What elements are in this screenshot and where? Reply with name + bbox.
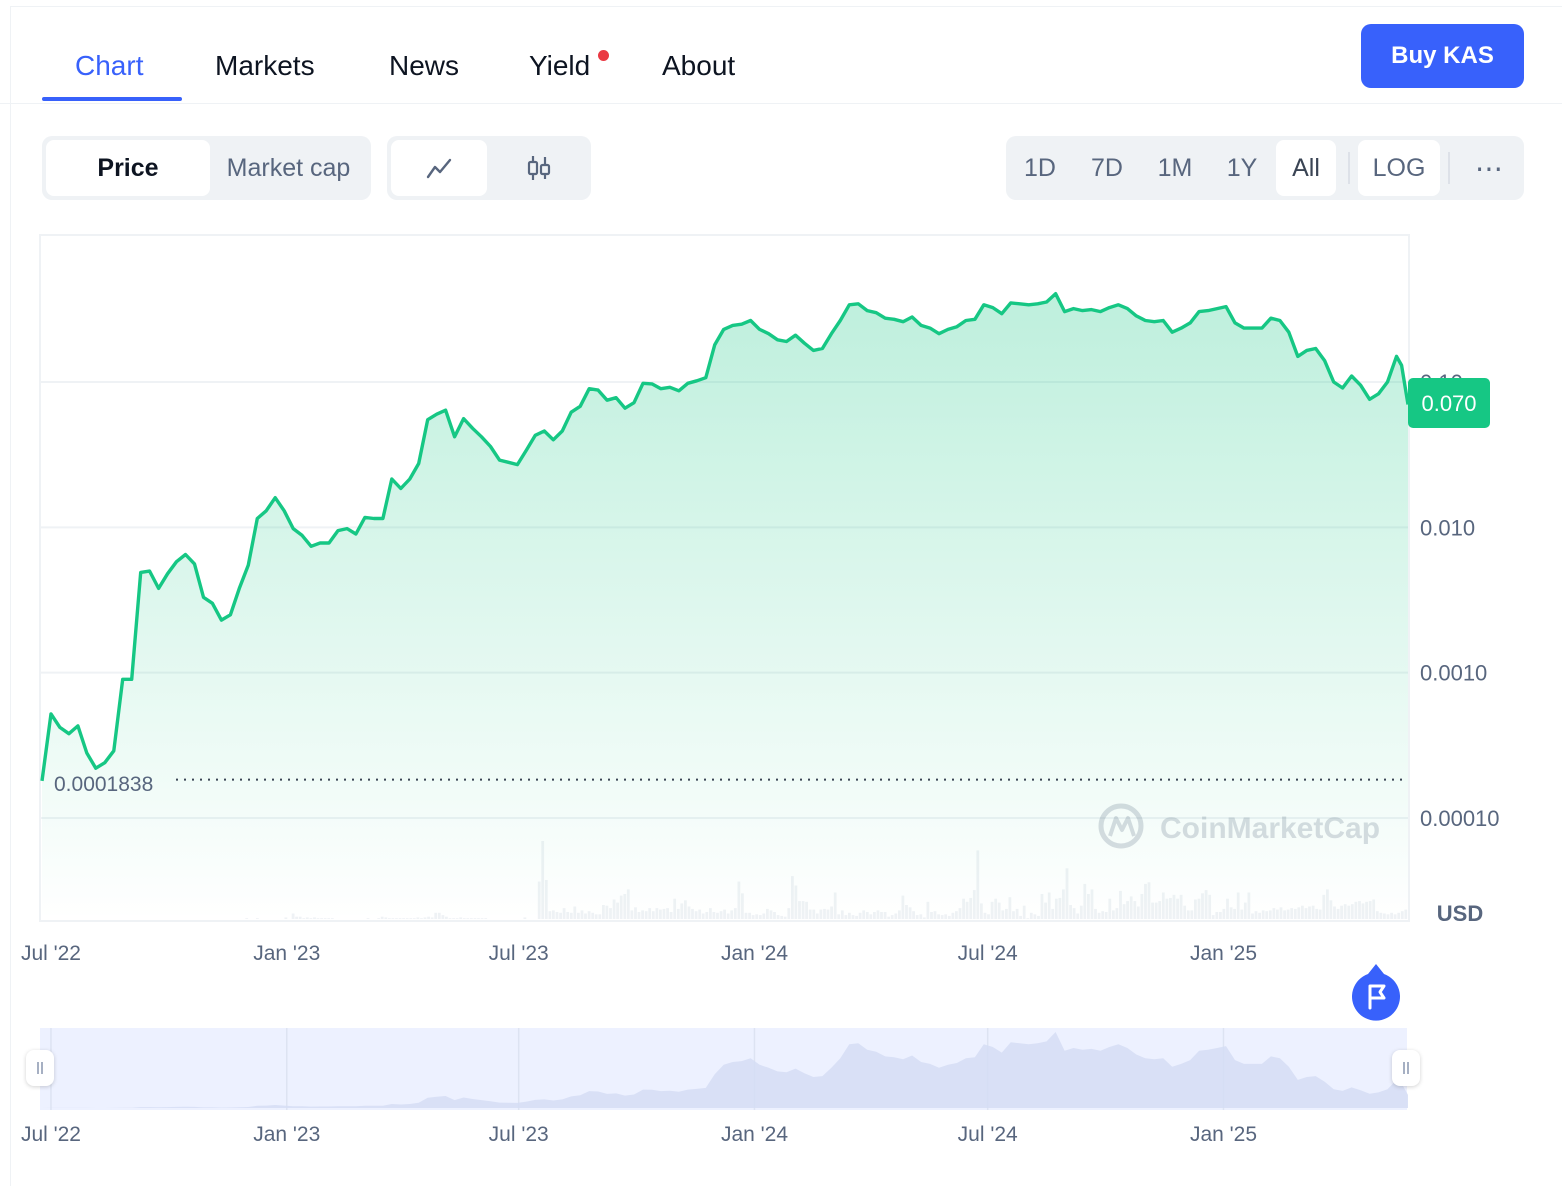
more-icon: ⋯	[1475, 152, 1503, 184]
buy-kas-button[interactable]: Buy KAS	[1361, 24, 1524, 88]
range-selector: 1D 7D 1M 1Y All LOG ⋯	[1006, 136, 1524, 200]
range-1y-button[interactable]: 1Y	[1226, 153, 1258, 182]
tab-about[interactable]: About	[662, 50, 736, 81]
chart-card	[10, 6, 1562, 1186]
tab-bar: Chart Markets News Yield About	[0, 0, 1562, 104]
market-cap-toggle-button[interactable]: Market cap	[226, 153, 351, 182]
range-all-button[interactable]: All	[1276, 140, 1336, 196]
range-7d-button[interactable]: 7D	[1091, 153, 1123, 182]
metric-toggle: Price Market cap	[42, 136, 371, 200]
navigator-right-handle[interactable]	[1392, 1050, 1420, 1086]
line-chart-icon	[426, 158, 452, 179]
navigator-left-handle[interactable]	[26, 1050, 54, 1086]
chart-style-toggle	[387, 136, 591, 200]
flag-icon	[1352, 964, 1400, 1021]
tab-markets[interactable]: Markets	[215, 50, 315, 81]
tab-yield[interactable]: Yield	[529, 50, 591, 81]
range-1d-button[interactable]: 1D	[1024, 153, 1056, 182]
tab-chart[interactable]: Chart	[75, 50, 144, 81]
grip-icon	[1403, 1062, 1409, 1074]
candlestick-chart-button[interactable]	[491, 140, 587, 196]
yield-badge-dot	[598, 50, 609, 61]
events-flag-button[interactable]	[1351, 962, 1401, 1022]
tab-news[interactable]: News	[389, 50, 460, 81]
range-divider	[1348, 152, 1350, 184]
candlestick-icon	[527, 156, 551, 180]
line-chart-button[interactable]	[391, 140, 487, 196]
log-scale-button[interactable]: LOG	[1358, 140, 1440, 196]
price-toggle-button[interactable]: Price	[46, 140, 210, 196]
active-tab-indicator	[42, 97, 182, 101]
range-divider	[1448, 152, 1450, 184]
range-1m-button[interactable]: 1M	[1157, 153, 1193, 182]
more-options-button[interactable]: ⋯	[1460, 140, 1518, 196]
grip-icon	[37, 1062, 43, 1074]
